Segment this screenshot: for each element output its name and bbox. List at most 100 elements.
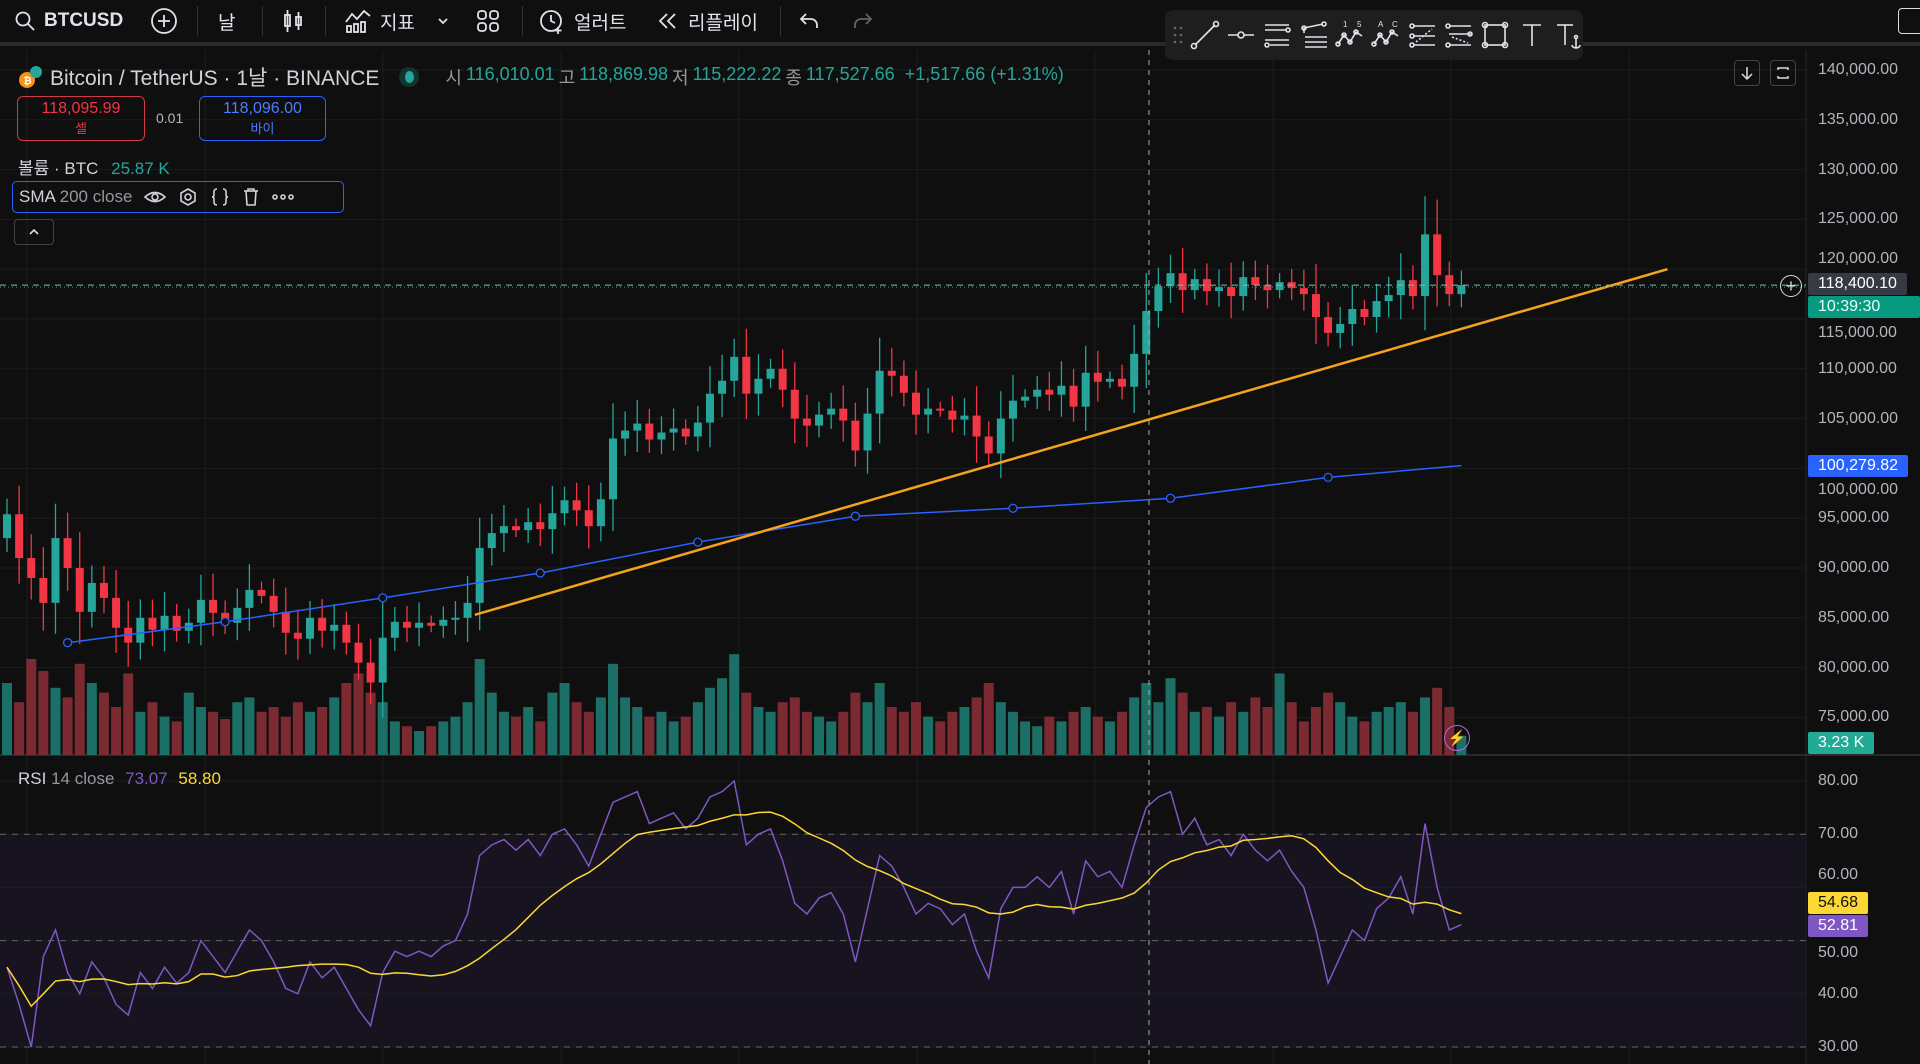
- fib-extension-icon[interactable]: [1444, 15, 1474, 55]
- undo-button[interactable]: [798, 0, 822, 42]
- sma-legend[interactable]: SMA 200 close: [12, 181, 344, 213]
- sell-button[interactable]: 118,095.99 셀: [17, 96, 145, 141]
- volume-bar: [777, 702, 788, 755]
- chevron-down-icon: [438, 18, 448, 25]
- volume-bar: [1056, 721, 1067, 755]
- volume-bar: [244, 697, 255, 755]
- lightning-icon[interactable]: ⚡: [1444, 725, 1470, 751]
- price-tick-label: 90,000.00: [1818, 559, 1890, 576]
- volume-legend[interactable]: 볼륨 · BTC 25.87 K: [18, 154, 170, 179]
- candle-body: [427, 622, 436, 626]
- candle-body: [196, 599, 205, 623]
- candle-body: [99, 582, 108, 598]
- candle-body: [27, 558, 36, 578]
- volume-bar: [644, 716, 655, 755]
- parallel-channel-icon[interactable]: [1262, 15, 1292, 55]
- pitchfork-icon[interactable]: [1298, 15, 1328, 55]
- volume-bar: [789, 697, 800, 755]
- fullscreen-button[interactable]: [1898, 8, 1920, 34]
- volume-bar: [826, 721, 837, 755]
- candle-body: [681, 428, 690, 437]
- volume-bar: [535, 721, 546, 755]
- candle-body: [75, 568, 84, 612]
- price-tick-label: 100,000.00: [1818, 481, 1899, 499]
- volume-bar: [98, 692, 109, 755]
- eye-icon[interactable]: [144, 188, 167, 206]
- drag-handle-icon[interactable]: [1173, 15, 1184, 55]
- volume-bar: [886, 707, 897, 755]
- volume-bar: [1201, 707, 1212, 755]
- interval-button[interactable]: 날: [218, 0, 235, 42]
- candle-body: [1069, 385, 1078, 407]
- fib-retracement-icon[interactable]: [1407, 15, 1437, 55]
- volume-bar: [38, 671, 49, 755]
- source-code-icon[interactable]: [210, 187, 230, 207]
- volume-bar: [280, 716, 291, 755]
- volume-bar: [765, 711, 776, 755]
- volume-bar: [583, 711, 594, 755]
- volume-bar: [632, 707, 643, 755]
- volume-bar: [680, 716, 691, 755]
- close-label: 종: [785, 68, 802, 88]
- volume-bar: [305, 711, 315, 755]
- close-value: 117,527.66: [805, 64, 895, 84]
- symbol-search-button[interactable]: BTCUSD: [14, 0, 123, 42]
- price-tick-label: 135,000.00: [1818, 110, 1899, 128]
- rsi-tick-label: 30.00: [1818, 1038, 1859, 1055]
- candle-body: [281, 611, 290, 633]
- volume-bar: [1359, 721, 1370, 755]
- auto-scale-button[interactable]: [1770, 60, 1796, 86]
- settings-icon[interactable]: [178, 187, 198, 207]
- candle-body: [1142, 311, 1151, 354]
- candle-body: [524, 522, 533, 531]
- text-icon[interactable]: [1516, 15, 1546, 55]
- plus-circle-icon: [151, 8, 177, 34]
- volume-bar: [195, 707, 206, 755]
- add-alert-plus-button[interactable]: +: [1780, 275, 1802, 297]
- volume-bar: [1298, 721, 1309, 755]
- volume-bar: [1323, 692, 1334, 755]
- collapse-legend-button[interactable]: [14, 219, 54, 245]
- horizontal-ray-icon[interactable]: [1226, 15, 1256, 55]
- more-options-icon[interactable]: [272, 192, 295, 202]
- market-status-icon[interactable]: [399, 67, 420, 87]
- volume-bar: [220, 719, 231, 755]
- candle-body: [1215, 287, 1223, 292]
- candle-body: [887, 370, 896, 376]
- buy-button[interactable]: 118,096.00 바이: [199, 96, 326, 141]
- compare-symbol-button[interactable]: [150, 0, 178, 42]
- symbol-title[interactable]: Bitcoin / TetherUS · 1날 · BINANCE: [50, 67, 380, 90]
- candle-body: [1263, 285, 1272, 291]
- alert-button[interactable]: 얼러트: [538, 0, 626, 42]
- candle-body: [621, 430, 630, 439]
- volume-bar: [1310, 707, 1321, 755]
- indicators-button[interactable]: 지표: [344, 0, 415, 42]
- candle-body: [960, 415, 969, 420]
- anchored-text-icon[interactable]: [1553, 15, 1583, 55]
- candle-body: [1227, 287, 1236, 297]
- scroll-to-latest-button[interactable]: [1734, 60, 1760, 86]
- rsi-tick-label: 60.00: [1818, 866, 1859, 884]
- chart-canvas[interactable]: [0, 50, 1920, 1064]
- volume-bar: [74, 663, 85, 755]
- volume-bar: [50, 687, 61, 755]
- trash-icon[interactable]: [242, 187, 260, 207]
- volume-bar: [717, 678, 728, 755]
- redo-button[interactable]: [850, 0, 874, 42]
- trend-line-icon[interactable]: [1190, 15, 1220, 55]
- price-tick-label: 125,000.00: [1818, 210, 1899, 228]
- chart-type-button[interactable]: [282, 0, 304, 42]
- rectangle-icon[interactable]: [1480, 15, 1510, 55]
- volume-bar: [729, 654, 740, 755]
- candle-body: [863, 413, 872, 451]
- rsi-legend[interactable]: RSI 14 close 73.07 58.80: [18, 769, 221, 789]
- candle-body: [1118, 378, 1127, 387]
- layout-button[interactable]: [475, 0, 501, 42]
- candle-body: [899, 375, 908, 393]
- replay-button[interactable]: 리플레이: [656, 0, 758, 42]
- indicator-templates-dropdown[interactable]: [436, 0, 450, 42]
- volume-bar: [947, 711, 958, 755]
